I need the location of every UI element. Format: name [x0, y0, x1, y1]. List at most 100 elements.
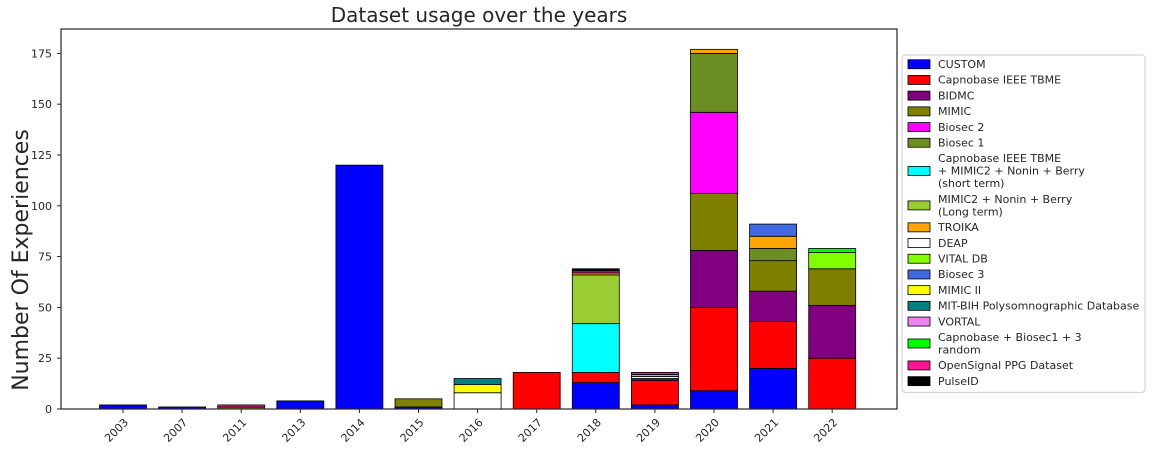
bar-segment-2022-s2: [808, 304, 857, 359]
legend-swatch-4: [907, 122, 931, 132]
bar-segment-2021-s8: [749, 235, 797, 249]
y-axis-ticks: 0 25 50 75 100 125 150 175: [31, 47, 61, 416]
bar-segment-2015-s3: [394, 398, 443, 408]
legend-swatch-0: [907, 59, 931, 70]
bar-segment-2018-s0: [571, 382, 620, 410]
x-tick-label: 2017: [516, 416, 545, 445]
bar-segment-2014-s0: [335, 164, 384, 410]
legend-swatch-14: [907, 316, 931, 327]
x-tick-label: 2011: [220, 416, 249, 445]
bar-segment-2020-s2: [690, 250, 738, 308]
legend-swatch-2: [907, 90, 931, 101]
x-axis-ticks: 2003 2007 2011 2013 2014 2015 2016 2017 2018 2019…: [102, 409, 840, 445]
bar-segment-2021-s0: [749, 367, 797, 410]
legend-label-14: VORTAL: [938, 315, 981, 328]
plot-frame: [60, 28, 898, 410]
bar-segment-2017-s1: [512, 372, 561, 410]
legend-label-2: BIDMC: [938, 89, 975, 102]
legend-label-8: TROIKA: [937, 221, 979, 234]
x-tick-label: 2021: [752, 416, 781, 445]
bar-segment-2020-s8: [690, 48, 738, 54]
bar-segment-2019-s16: [631, 372, 679, 375]
y-tick-label: 100: [31, 200, 52, 213]
y-tick-label: 50: [38, 301, 52, 314]
x-tick-label: 2003: [102, 416, 131, 445]
x-tick-label: 2016: [457, 416, 486, 445]
y-axis-label: Number Of Experiences: [9, 129, 34, 391]
bar-segment-2022-s1: [808, 357, 857, 410]
x-tick-label: 2022: [811, 416, 840, 445]
bar-segment-2020-s1: [690, 306, 738, 392]
x-tick-label: 2013: [279, 416, 308, 445]
legend-swatch-1: [907, 75, 931, 85]
bar-segment-2020-s5: [690, 52, 738, 113]
bar-segment-2021-s5: [749, 248, 797, 262]
legend-swatch-11: [907, 269, 931, 280]
legend-label-5: Biosec 1: [938, 137, 984, 150]
legend-label-7: MIMIC2 + Nonin + Berry (Long term): [938, 193, 1073, 219]
legend-swatch-9: [907, 238, 931, 248]
bar-segment-2018-s7: [571, 274, 620, 325]
bar-segment-2013-s0: [276, 400, 325, 410]
legend-label-13: MIT-BIH Polysomnographic Database: [938, 300, 1140, 313]
bar-segment-2021-s2: [749, 290, 797, 323]
legend-label-11: Biosec 3: [938, 268, 984, 281]
legend-swatch-7: [907, 200, 931, 211]
bar-segment-2021-s1: [749, 321, 797, 369]
y-tick-label: 175: [31, 47, 52, 60]
legend-label-9: DEAP: [938, 237, 968, 250]
legend-swatch-13: [907, 300, 931, 311]
bars-layer: [99, 48, 857, 410]
bar-segment-2018-s17: [571, 268, 620, 272]
legend-label-3: MIMIC: [938, 105, 971, 118]
bar-segment-2019-s1: [631, 380, 679, 406]
legend-label-0: CUSTOM: [938, 58, 986, 71]
legend-swatch-5: [907, 137, 931, 148]
bar-segment-2021-s3: [749, 260, 797, 292]
bar-segment-2011-s16: [217, 404, 266, 408]
x-tick-label: 2019: [634, 416, 663, 445]
x-tick-label: 2014: [339, 416, 368, 445]
bar-segment-2016-s13: [453, 378, 502, 386]
bar-segment-2019-s0: [631, 404, 679, 410]
legend-frame: [901, 54, 1146, 393]
legend-label-15: Capnobase + Biosec1 + 3 random: [938, 331, 1082, 357]
legend: CUSTOM Capnobase IEEE TBME BIDMC MIMIC Biose…: [901, 54, 1146, 393]
bar-segment-2020-s4: [690, 111, 738, 194]
bar-segment-2016-s12: [453, 384, 502, 394]
y-tick-label: 125: [31, 149, 52, 162]
bar-segment-2018-s6: [571, 323, 620, 373]
x-tick-label: 2018: [575, 416, 604, 445]
legend-label-6: Capnobase IEEE TBME + MIMIC2 + Nonin + Be…: [938, 152, 1085, 190]
y-tick-label: 150: [31, 98, 52, 111]
legend-label-12: MIMIC II: [938, 284, 981, 297]
legend-swatch-17: [907, 376, 931, 387]
chart-title: Dataset usage over the years: [331, 3, 628, 27]
legend-swatch-6: [907, 166, 931, 176]
legend-label-10: VITAL DB: [938, 253, 988, 266]
bar-segment-2003-s0: [99, 404, 147, 410]
legend-swatch-3: [907, 106, 931, 117]
legend-swatch-15: [907, 338, 931, 349]
legend-swatch-12: [907, 285, 931, 296]
bar-segment-2022-s10: [808, 252, 857, 270]
bar-segment-2022-s3: [808, 268, 857, 306]
legend-label-17: PulseID: [938, 375, 979, 388]
x-tick-label: 2020: [693, 416, 722, 445]
bar-segment-2021-s11: [749, 223, 797, 237]
y-tick-label: 0: [45, 403, 52, 416]
legend-swatch-8: [907, 222, 931, 233]
x-tick-label: 2015: [398, 416, 427, 445]
y-tick-label: 75: [38, 251, 52, 264]
legend-label-1: Capnobase IEEE TBME: [938, 74, 1061, 87]
bar-segment-2022-s15: [808, 248, 857, 253]
x-tick-label: 2007: [161, 416, 190, 445]
legend-swatch-16: [907, 360, 931, 371]
legend-swatch-10: [907, 253, 931, 264]
bar-segment-2020-s0: [690, 390, 738, 410]
bar-segment-2016-s9: [453, 392, 502, 410]
bar-segment-2020-s3: [690, 193, 738, 251]
bar-segment-2018-s1: [571, 372, 620, 383]
y-tick-label: 25: [38, 352, 52, 365]
